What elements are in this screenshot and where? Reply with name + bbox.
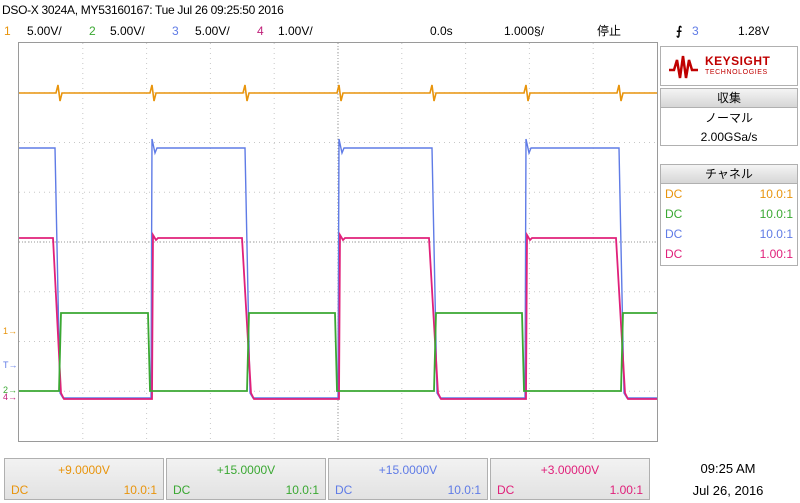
ch3-coupling: DC xyxy=(665,227,683,241)
channel-status-row: 1 5.00V/ 2 5.00V/ 3 5.00V/ 4 1.00V/ 0.0s… xyxy=(0,21,800,41)
waveform-grid xyxy=(19,43,657,441)
keysight-logo: KEYSIGHT TECHNOLOGIES xyxy=(660,46,798,86)
ch4-probe: 1.00:1 xyxy=(759,247,793,261)
ch4-number[interactable]: 4 xyxy=(257,24,264,38)
ch3-offset: +15.0000V xyxy=(378,463,438,477)
run-state[interactable]: 停止 xyxy=(597,24,622,38)
keysight-wave-icon xyxy=(669,55,698,79)
ch2-softkey-coupling: DC xyxy=(173,483,191,497)
channel-softkey-bar: +9.0000V DC 10.0:1 +15.0000V DC 10.0:1 +… xyxy=(4,458,652,500)
acquisition-mode: ノーマル xyxy=(704,111,753,125)
channel-row-3[interactable]: DC 10.0:1 xyxy=(661,224,797,244)
ch1-scale[interactable]: 5.00V/ xyxy=(27,24,62,38)
channel-row-1[interactable]: DC 10.0:1 xyxy=(661,184,797,204)
ch4-softkey[interactable]: +3.00000V DC 1.00:1 xyxy=(490,458,650,500)
trigger-level-marker[interactable]: T→ xyxy=(3,360,18,370)
trigger-source[interactable]: 3 xyxy=(692,24,699,38)
ch1-coupling: DC xyxy=(665,187,683,201)
ch1-ground-marker[interactable]: 1→ xyxy=(3,326,18,336)
ch1-probe: 10.0:1 xyxy=(759,187,793,201)
ch2-scale[interactable]: 5.00V/ xyxy=(110,24,145,38)
channel-panel[interactable]: チャネル DC 10.0:1 DC 10.0:1 DC 10.0:1 DC 1.… xyxy=(660,164,798,266)
channel-row-2[interactable]: DC 10.0:1 xyxy=(661,204,797,224)
window-title: DSO-X 3024A, MY53160167: Tue Jul 26 09:2… xyxy=(2,3,284,17)
ch2-ground-marker[interactable]: 2→ xyxy=(3,385,18,395)
ch1-offset: +9.0000V xyxy=(58,463,110,477)
sample-rate: 2.00GSa/s xyxy=(700,130,758,144)
trigger-edge-icon: ⨍ xyxy=(676,24,683,38)
ch2-probe: 10.0:1 xyxy=(759,207,793,221)
ch3-probe: 10.0:1 xyxy=(759,227,793,241)
ch1-softkey-probe: 10.0:1 xyxy=(123,483,157,497)
ch1-number[interactable]: 1 xyxy=(4,24,11,38)
waveform-display[interactable] xyxy=(18,42,658,442)
trigger-level[interactable]: 1.28V xyxy=(738,24,770,38)
acquisition-panel[interactable]: 収集 ノーマル 2.00GSa/s xyxy=(660,88,798,146)
brand-name: KEYSIGHT xyxy=(705,54,771,68)
ch1-softkey-coupling: DC xyxy=(11,483,29,497)
brand-sub: TECHNOLOGIES xyxy=(705,69,768,76)
ch4-offset: +3.00000V xyxy=(540,463,600,477)
time-scale[interactable]: 1.000§/ xyxy=(504,24,545,38)
time-delay[interactable]: 0.0s xyxy=(430,24,453,38)
ch1-softkey[interactable]: +9.0000V DC 10.0:1 xyxy=(4,458,164,500)
ch1-trace xyxy=(19,84,657,102)
ch4-trace xyxy=(19,231,657,400)
ch2-softkey[interactable]: +15.0000V DC 10.0:1 xyxy=(166,458,326,500)
ch4-softkey-probe: 1.00:1 xyxy=(609,483,643,497)
acquisition-header: 収集 xyxy=(661,89,797,108)
ch3-scale[interactable]: 5.00V/ xyxy=(195,24,230,38)
right-side-panel: KEYSIGHT TECHNOLOGIES 収集 ノーマル 2.00GSa/s … xyxy=(660,42,800,442)
ch2-softkey-probe: 10.0:1 xyxy=(285,483,319,497)
ch4-ground-marker[interactable]: 4→ xyxy=(3,392,18,402)
ch4-scale[interactable]: 1.00V/ xyxy=(278,24,313,38)
channel-row-4[interactable]: DC 1.00:1 xyxy=(661,244,797,264)
ch3-trace xyxy=(19,138,657,399)
channel-header: チャネル xyxy=(661,165,797,184)
clock-date: Jul 26, 2016 xyxy=(692,483,764,498)
ch3-softkey-probe: 10.0:1 xyxy=(447,483,481,497)
ch3-softkey[interactable]: +15.0000V DC 10.0:1 xyxy=(328,458,488,500)
clock-time: 09:25 AM xyxy=(700,461,756,476)
ch4-coupling: DC xyxy=(665,247,683,261)
ch2-number[interactable]: 2 xyxy=(89,24,96,38)
ch2-trace xyxy=(19,312,657,392)
ch2-coupling: DC xyxy=(665,207,683,221)
ch2-offset: +15.0000V xyxy=(216,463,276,477)
ch3-softkey-coupling: DC xyxy=(335,483,353,497)
clock: 09:25 AM Jul 26, 2016 xyxy=(660,458,796,502)
ch4-softkey-coupling: DC xyxy=(497,483,515,497)
ch3-number[interactable]: 3 xyxy=(172,24,179,38)
